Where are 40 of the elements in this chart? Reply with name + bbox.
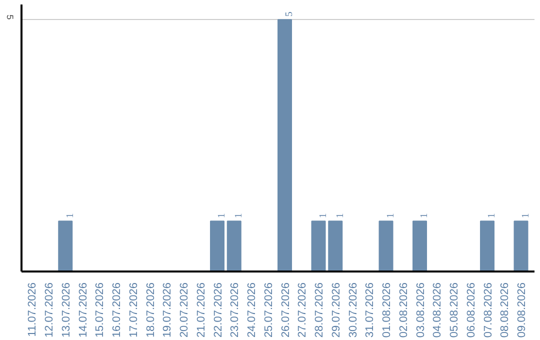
x-tick-label: 18.07.2026 [144, 282, 157, 338]
data-label: 1 [419, 213, 430, 218]
data-label: 1 [520, 213, 532, 218]
x-tick-label: 14.07.2026 [77, 282, 90, 338]
x-tick-label: 27.07.2026 [296, 282, 309, 338]
data-label: 1 [386, 213, 396, 218]
x-tick-label: 07.08.2026 [482, 282, 494, 338]
x-tick-label: 02.08.2026 [398, 282, 410, 338]
x-tick-label: 24.07.2026 [246, 282, 258, 338]
data-label: 1 [216, 213, 228, 218]
x-tick-label: 20.07.2026 [178, 282, 190, 338]
x-tick-label: 28.07.2026 [314, 282, 326, 338]
x-tick-label: 19.07.2026 [162, 282, 174, 338]
x-tick-label: 03.08.2026 [414, 282, 427, 338]
x-tick-label: 30.07.2026 [347, 282, 360, 338]
data-label: 5 [284, 12, 296, 17]
x-tick-label: 06.08.2026 [465, 282, 478, 338]
x-tick-label: 12.07.2026 [44, 282, 56, 338]
data-label: 1 [64, 213, 76, 218]
x-tick-label: 25.07.2026 [262, 282, 275, 338]
x-tick-label: 08.08.2026 [499, 282, 512, 338]
x-tick-label: 31.07.2026 [364, 282, 376, 338]
data-label: 1 [234, 213, 245, 218]
x-tick-label: 17.07.2026 [128, 282, 140, 338]
x-tick-label: 15.07.2026 [94, 282, 106, 338]
x-tick-label: 09.08.2026 [516, 282, 528, 338]
x-tick-label: 26.07.2026 [280, 282, 292, 338]
x-tick-label: 11.07.2026 [26, 282, 39, 337]
x-tick-label: 29.07.2026 [330, 282, 342, 338]
x-tick-label: 04.08.2026 [432, 282, 444, 338]
x-tick-label: 21.07.2026 [195, 282, 208, 338]
x-tick-label: 22.07.2026 [212, 282, 224, 338]
x-tick-label: 23.07.2026 [229, 282, 242, 338]
x-tick-label: 05.08.2026 [448, 282, 460, 338]
data-label: 1 [334, 213, 346, 218]
data-label: 1 [318, 213, 329, 218]
x-tick-label: 01.08.2026 [381, 282, 393, 338]
data-label: 1 [486, 213, 498, 218]
x-tick-label: 13.07.2026 [60, 282, 72, 338]
x-tick-label: 16.07.2026 [111, 282, 123, 338]
